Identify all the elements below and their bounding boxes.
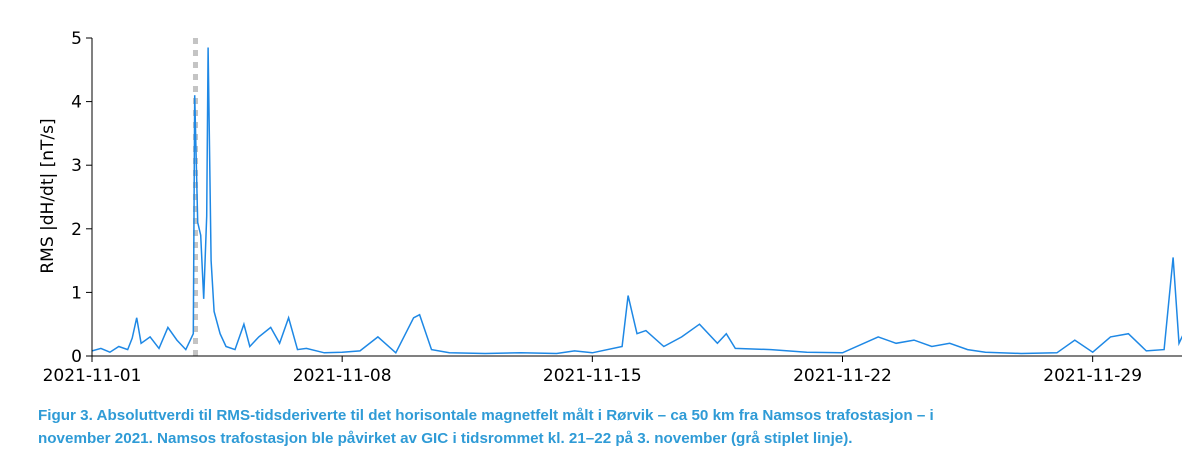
caption-line-2: november 2021. Namsos trafostasjon ble p… [38, 430, 853, 447]
y-tick-label: 3 [71, 156, 82, 176]
series-line-1 [92, 47, 1182, 355]
x-tick-label: 2021-11-08 [293, 366, 392, 386]
y-tick-label: 5 [71, 29, 82, 49]
figure-caption: Figur 3. Absoluttverdi til RMS-tidsderiv… [38, 404, 1188, 450]
y-tick-label: 1 [71, 283, 82, 303]
y-tick-label: 0 [71, 347, 82, 367]
y-tick-label: 4 [71, 93, 82, 113]
x-tick-label: 2021-11-01 [43, 366, 142, 386]
plot-area [92, 38, 1182, 356]
y-axis-ticks: 0 1 2 3 4 5 [71, 29, 92, 367]
y-tick-label: 2 [71, 220, 82, 240]
x-tick-label: 2021-11-22 [793, 366, 892, 386]
x-tick-label: 2021-11-15 [543, 366, 642, 386]
x-axis-ticks: 2021-11-01 2021-11-08 2021-11-15 2021-11-22… [43, 356, 1142, 386]
x-tick-label: 2021-11-29 [1043, 366, 1142, 386]
y-axis-label: RMS |dH/dt| [nT/s] [38, 118, 58, 273]
caption-line-1: Figur 3. Absoluttverdi til RMS-tidsderiv… [38, 407, 934, 424]
